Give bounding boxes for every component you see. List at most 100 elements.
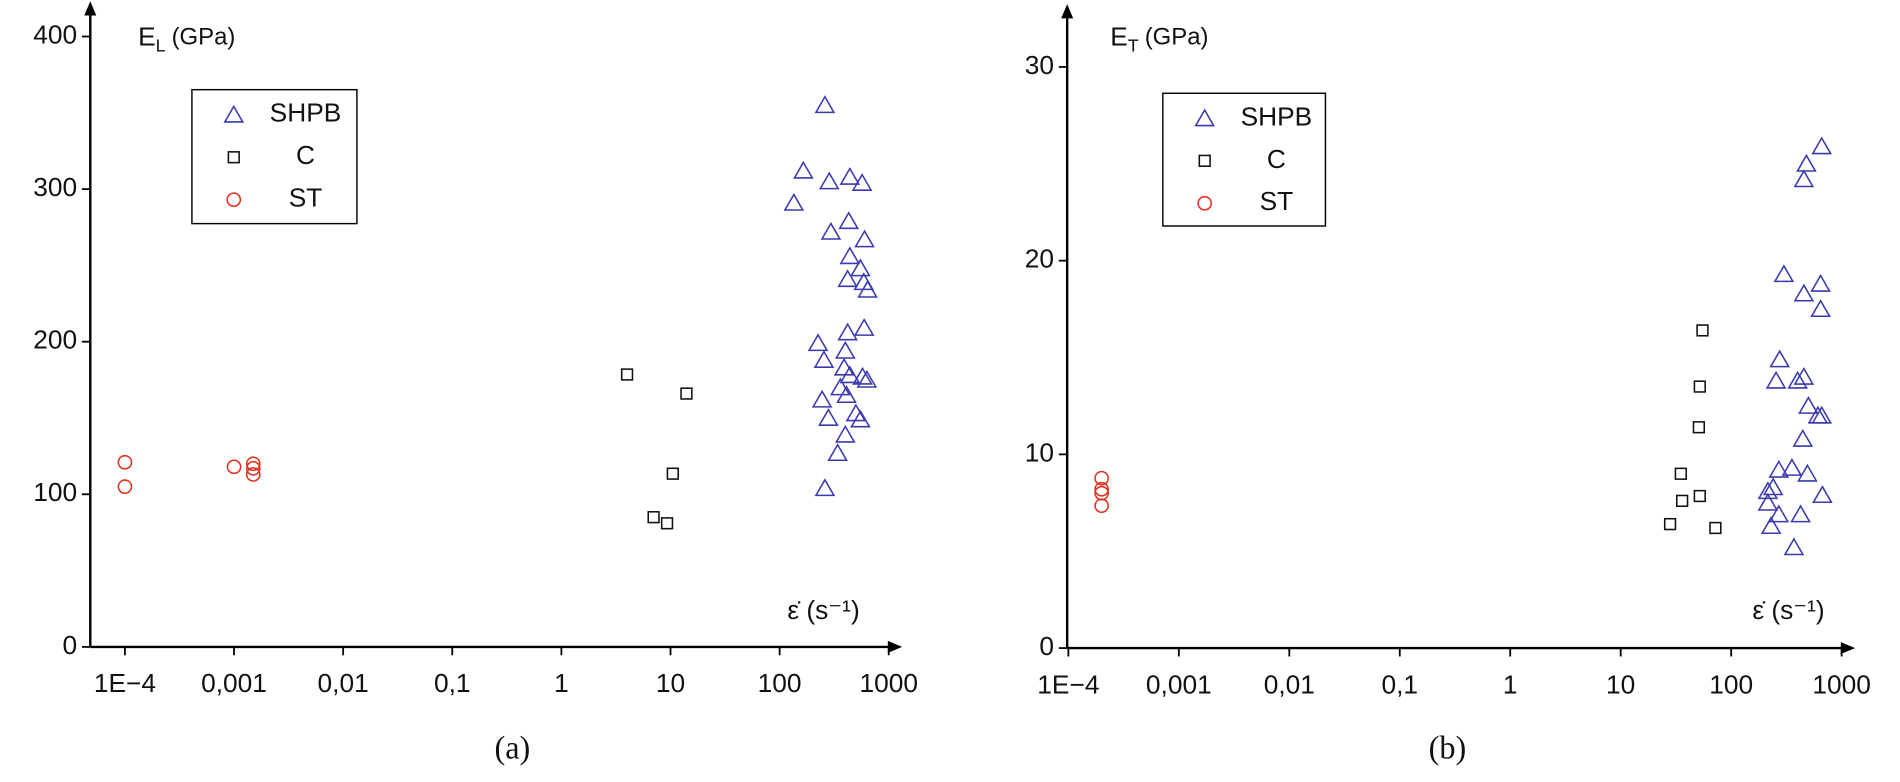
data-point <box>1796 153 1817 172</box>
x-tick-label: 0,01 <box>318 668 369 698</box>
x-tick-label: 10 <box>1606 669 1635 699</box>
data-point <box>830 377 851 396</box>
data-point <box>245 467 261 482</box>
y-tick-label: 300 <box>33 172 77 202</box>
data-point <box>853 318 875 336</box>
data-point <box>845 403 867 422</box>
data-point <box>839 166 861 185</box>
y-label-symbol: E <box>138 21 156 51</box>
data-point <box>850 258 871 277</box>
x-tick-label: 10 <box>656 668 685 698</box>
y-tick-label: 400 <box>33 19 77 49</box>
legend-marker <box>226 192 242 208</box>
data-point <box>1768 504 1790 523</box>
y-label-subscript: L <box>156 35 166 55</box>
data-point <box>851 173 873 191</box>
y-label: ET (GPa) <box>1110 21 1208 55</box>
data-point <box>852 366 873 385</box>
x-tick-label: 1000 <box>859 668 918 698</box>
data-point <box>1810 299 1831 318</box>
data-point <box>857 279 878 298</box>
data-point <box>1811 136 1833 155</box>
legend-label: C <box>1267 144 1286 174</box>
data-point <box>839 365 861 384</box>
data-point <box>837 322 858 341</box>
x-tick-label: 0,001 <box>201 668 267 698</box>
data-point <box>647 511 660 524</box>
y-label: EL (GPa) <box>138 21 235 55</box>
data-point <box>1757 481 1779 500</box>
data-point <box>1709 521 1722 535</box>
data-point <box>837 269 858 288</box>
data-point <box>856 369 878 388</box>
legend-label: SHPB <box>1241 101 1313 131</box>
data-point <box>833 357 855 376</box>
data-point <box>1696 324 1709 337</box>
data-point <box>1793 169 1815 188</box>
legend-label: C <box>296 140 315 170</box>
data-point <box>1769 349 1791 368</box>
legend-marker <box>1197 195 1213 211</box>
x-label: ε̇ (s⁻¹) <box>787 595 859 625</box>
x-tick-label: 1000 <box>1812 669 1871 699</box>
data-point <box>117 454 133 470</box>
data-point <box>839 246 861 265</box>
x-tick-label: 0,01 <box>1264 669 1315 699</box>
data-point <box>620 368 634 381</box>
data-point <box>1693 489 1706 503</box>
x-label: ε̇ (s⁻¹) <box>1752 595 1824 625</box>
data-point <box>245 460 261 476</box>
data-point <box>660 517 674 530</box>
legend-box <box>191 88 358 225</box>
x-tick-label: 100 <box>1709 669 1753 699</box>
data-point <box>1094 470 1109 486</box>
data-point <box>1810 273 1831 292</box>
x-axis-arrow <box>1840 642 1856 655</box>
legend-marker <box>223 104 245 123</box>
y-tick-label: 0 <box>62 630 77 660</box>
data-point <box>783 192 805 211</box>
data-point <box>838 211 860 230</box>
x-tick-label: 0,1 <box>1381 669 1418 699</box>
x-axis-arrow <box>887 640 903 653</box>
y-label-unit: (GPa) <box>172 24 236 51</box>
data-point <box>1674 467 1687 480</box>
data-point <box>793 160 814 179</box>
data-point <box>1663 517 1677 531</box>
data-point <box>1692 421 1706 434</box>
data-point <box>1790 504 1811 523</box>
data-point <box>827 443 848 462</box>
data-point <box>1783 537 1805 556</box>
data-point <box>1793 283 1815 302</box>
data-point <box>1797 463 1818 482</box>
legend-label: ST <box>289 183 323 213</box>
y-tick-label: 0 <box>1039 631 1054 661</box>
data-point <box>818 171 840 190</box>
data-point <box>850 409 871 428</box>
data-point <box>1781 458 1803 476</box>
data-point <box>1768 459 1790 478</box>
y-label-unit: (GPa) <box>1145 24 1209 51</box>
data-point <box>1798 396 1819 414</box>
y-tick-label: 10 <box>1025 437 1054 467</box>
x-tick-label: 1E−4 <box>1037 669 1099 699</box>
data-point <box>811 389 833 408</box>
legend-label: SHPB <box>270 98 342 128</box>
data-point <box>117 479 133 495</box>
data-point <box>1760 516 1782 534</box>
data-point <box>1693 380 1706 393</box>
data-point <box>1757 492 1779 511</box>
legend-marker <box>1198 154 1211 167</box>
x-tick-label: 0,1 <box>434 668 471 698</box>
data-point <box>818 408 839 426</box>
y-tick-label: 200 <box>33 325 77 355</box>
data-point <box>226 459 242 475</box>
caption: (a) <box>494 729 530 765</box>
x-tick-label: 100 <box>758 668 802 698</box>
y-tick-label: 20 <box>1025 244 1054 274</box>
caption: (b) <box>1429 729 1467 765</box>
data-point <box>1675 494 1689 508</box>
data-point <box>1811 405 1833 424</box>
